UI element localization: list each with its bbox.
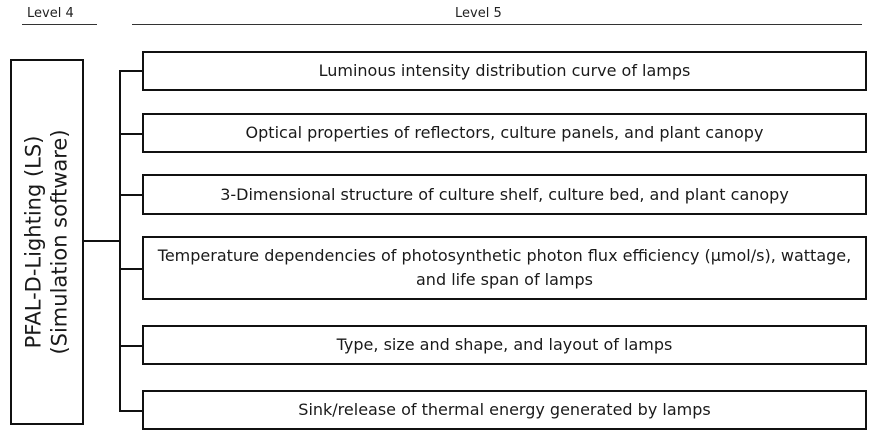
level5-node-temperature-dependencies: Temperature dependencies of photosynthet… (142, 236, 867, 300)
branch-connector-3 (119, 194, 142, 196)
level-4-header: Level 4 (27, 6, 74, 21)
level5-node-lamp-layout: Type, size and shape, and layout of lamp… (142, 325, 867, 365)
root-node-title: PFAL-D-Lighting (LS) (22, 135, 47, 349)
branch-connector-2 (119, 133, 142, 135)
level-5-underline (132, 24, 862, 25)
branch-connector-4 (119, 268, 142, 270)
level-5-header: Level 5 (455, 6, 502, 21)
branch-connector-1 (119, 70, 142, 72)
level5-node-optical-properties: Optical properties of reflectors, cultur… (142, 113, 867, 153)
branch-connector-6 (119, 410, 142, 412)
root-connector (84, 240, 120, 242)
level-4-underline (22, 24, 97, 25)
level5-node-luminous-intensity: Luminous intensity distribution curve of… (142, 51, 867, 91)
root-node-pfal-d-lighting: PFAL-D-Lighting (LS) (Simulation softwar… (10, 59, 84, 425)
root-node-label: PFAL-D-Lighting (LS) (Simulation softwar… (21, 129, 73, 354)
vertical-connector (119, 70, 121, 411)
root-node-subtitle: (Simulation software) (48, 129, 73, 355)
level5-node-3d-structure: 3-Dimensional structure of culture shelf… (142, 174, 867, 215)
level5-node-thermal-energy: Sink/release of thermal energy generated… (142, 390, 867, 430)
branch-connector-5 (119, 345, 142, 347)
